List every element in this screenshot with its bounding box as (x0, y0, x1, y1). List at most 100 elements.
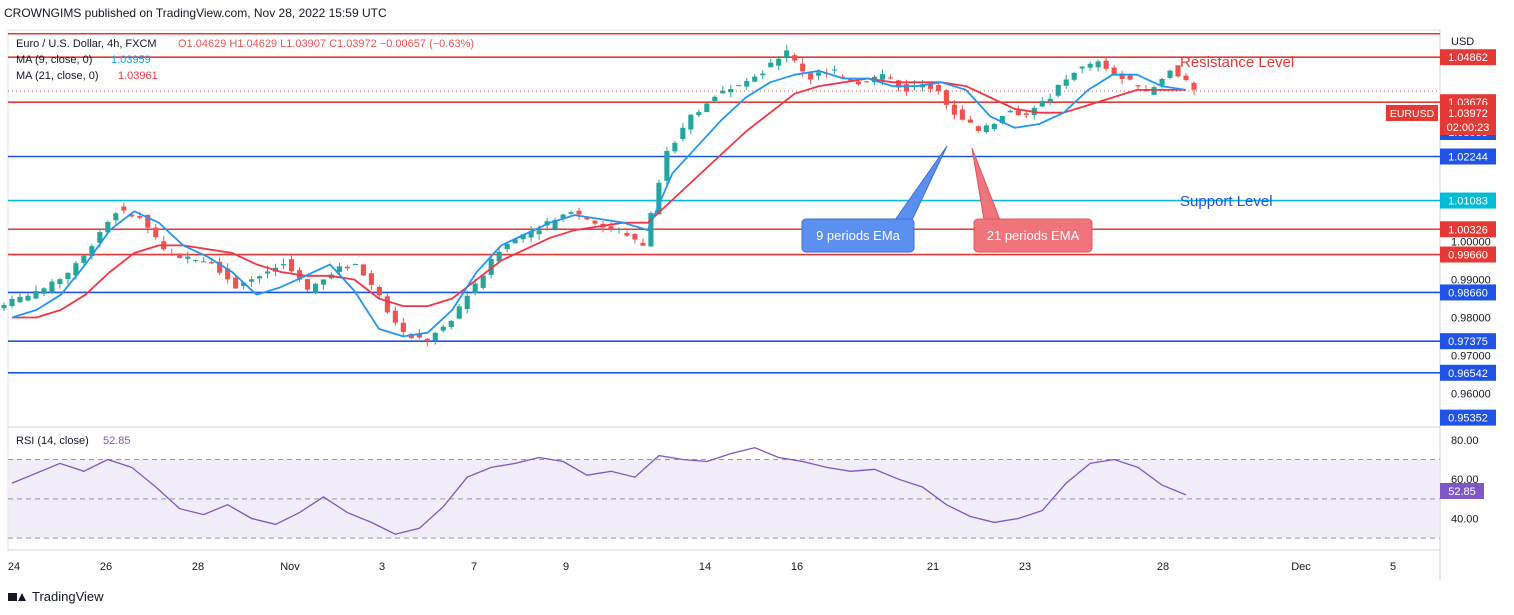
candle-body (943, 90, 949, 105)
candle-body (879, 74, 886, 80)
candle-body (1127, 74, 1133, 80)
candle-body (648, 213, 654, 247)
candle-body (895, 80, 902, 88)
price-tag: 0.97375 (1440, 333, 1496, 350)
price-tag-text: 0.98660 (1448, 287, 1488, 299)
candle-body (903, 84, 910, 92)
candle-body (177, 253, 183, 258)
candle-body (760, 73, 766, 76)
candle-body (959, 109, 965, 120)
candle-body (1111, 67, 1117, 75)
candle-body (368, 273, 374, 285)
price-tag-text: 0.97375 (1448, 336, 1488, 348)
candle-body (265, 271, 271, 274)
candle-body (480, 275, 486, 288)
candle-body (217, 261, 223, 273)
ema21-callout-text: 21 periods EMA (987, 228, 1080, 243)
candle-body (975, 126, 981, 131)
candle-body (233, 277, 239, 289)
price-tag: 0.96542 (1440, 364, 1496, 381)
time-tick: 14 (699, 561, 711, 573)
candle-body (225, 268, 231, 280)
candle-body (728, 89, 734, 93)
countdown-text: 02:00:23 (1447, 122, 1490, 134)
candle-body (57, 279, 63, 285)
candle-body (1175, 65, 1181, 77)
time-tick: 21 (927, 561, 939, 573)
candle-body (209, 262, 215, 264)
candle-body (432, 332, 438, 341)
candle-body (320, 279, 327, 285)
candle-body (576, 210, 582, 215)
candle-body (153, 227, 159, 238)
candle-body (1119, 73, 1125, 80)
candle-body (1103, 60, 1109, 69)
price-tag-text: 1.04862 (1448, 52, 1488, 64)
tradingview-logo-icon (8, 591, 26, 603)
candle-body (137, 216, 143, 218)
candle-body (863, 81, 870, 83)
candle-body (608, 226, 614, 230)
candle-body (848, 79, 854, 81)
candle-body (672, 142, 678, 152)
rsi-value-tag-text: 52.85 (1448, 486, 1476, 498)
legend-ma21-label: MA (21, close, 0) (16, 70, 99, 82)
candle-body (512, 239, 518, 244)
price-tick: 0.97000 (1451, 350, 1491, 362)
candle-body (89, 246, 95, 256)
candle-body (488, 258, 494, 275)
candle-body (201, 261, 207, 263)
candle-body (169, 253, 175, 255)
support-label: Support Level (1180, 193, 1273, 210)
currency-label: USD (1451, 36, 1474, 48)
candle-body (584, 217, 590, 220)
candle-body (680, 127, 686, 140)
publisher-line: CROWNGIMS published on TradingView.com, … (4, 6, 387, 20)
candle-body (840, 76, 846, 78)
time-tick: Dec (1291, 561, 1311, 573)
price-tag-text: 1.00326 (1448, 224, 1488, 236)
time-tick: 23 (1019, 561, 1031, 573)
rsi-tick: 40.00 (1451, 514, 1479, 526)
candle-body (1135, 85, 1141, 87)
candle-body (752, 76, 758, 82)
candle-body (1095, 61, 1101, 68)
candle-body (33, 290, 39, 299)
candle-body (856, 81, 862, 85)
current-price-text: 1.03972 (1448, 108, 1488, 120)
candle-body (336, 266, 342, 272)
price-tag-text: 1.02244 (1448, 152, 1488, 164)
candle-body (440, 326, 446, 331)
price-tag-text: 1.01083 (1448, 196, 1488, 208)
candle-body (1055, 84, 1061, 96)
candle-body (504, 243, 510, 250)
candle-body (632, 234, 638, 240)
candle-body (456, 306, 462, 319)
candle-body (1, 305, 7, 309)
candle-body (193, 259, 199, 261)
candle-body (520, 234, 526, 240)
footer[interactable]: TradingView (8, 589, 104, 604)
candle-body (736, 85, 742, 87)
candle-body (352, 263, 358, 265)
price-tick: 1.00000 (1451, 237, 1491, 249)
legend-rsi-value: 52.85 (103, 435, 131, 447)
candle-body (249, 279, 255, 282)
rsi-line (11, 447, 1187, 535)
horizontal-levels (8, 32, 1440, 374)
candle-body (1191, 82, 1197, 90)
candle-body (528, 231, 534, 238)
candle-body (951, 104, 957, 115)
candle-body (73, 263, 79, 276)
ema21-line (12, 77, 1186, 319)
candle-body (792, 55, 798, 61)
candle-body (664, 150, 670, 181)
price-tag: 1.02244 (1440, 148, 1496, 165)
price-tag: 0.98660 (1440, 284, 1496, 301)
price-tag: 0.95352 (1440, 409, 1496, 426)
candle-body (257, 276, 263, 279)
time-tick: 5 (1390, 561, 1396, 573)
candle-body (472, 283, 478, 293)
